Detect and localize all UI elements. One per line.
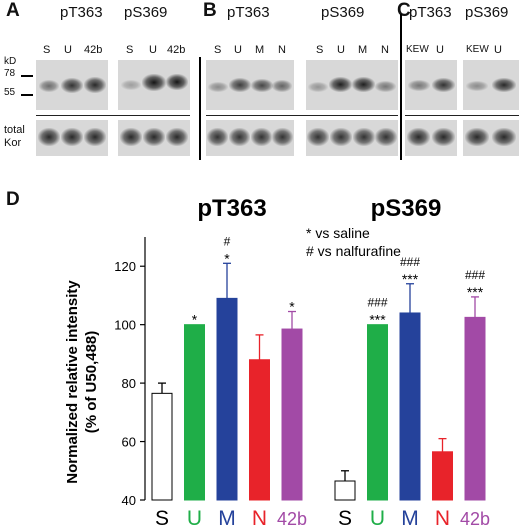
group-title-ps369: pS369 — [371, 195, 442, 222]
blot-title-b-ps369: pS369 — [321, 4, 365, 21]
panel-letter-d: D — [6, 189, 20, 210]
blot-image-a-ps369 — [118, 60, 190, 110]
panel-letter-a: A — [6, 0, 20, 21]
blot-image-b-total-kor-2 — [306, 120, 398, 156]
lane-label: U — [64, 44, 72, 56]
blot-title-b-pt363: pT363 — [227, 4, 270, 21]
significance-marker: *** — [369, 312, 386, 328]
loading-label-line2: Kor — [4, 137, 22, 149]
significance-marker: ### — [367, 296, 387, 310]
significance-marker: ### — [465, 268, 485, 282]
marker-78-tick — [21, 75, 33, 77]
significance-marker: *** — [467, 284, 484, 300]
blot-image-a-pt363 — [36, 60, 108, 110]
x-category-label: U — [370, 507, 385, 530]
loading-label-line1: total — [4, 124, 25, 136]
y-tick-label: 120 — [114, 259, 136, 274]
legend-nalfurafine: # vs nalfurafine — [306, 243, 401, 259]
y-tick-label: 40 — [122, 493, 136, 508]
marker-78: 78 — [4, 68, 16, 79]
significance-marker: # — [224, 234, 231, 248]
x-category-label: U — [187, 507, 202, 530]
significance-marker: *** — [402, 271, 419, 287]
x-category-label: 42b — [460, 509, 490, 529]
bar-pt363-s — [151, 392, 173, 501]
x-category-label: S — [155, 507, 169, 530]
y-tick-label: 80 — [122, 376, 136, 391]
blot-image-a-total-kor-2 — [118, 120, 190, 156]
marker-55: 55 — [4, 87, 16, 98]
lane-label: M — [358, 44, 368, 56]
bar-pt363-42b — [281, 328, 303, 501]
panel-divider-ab — [199, 57, 201, 160]
x-category-label: N — [252, 507, 267, 530]
significance-marker: ### — [400, 255, 420, 269]
bar-ps369-s — [334, 480, 356, 501]
lane-label: KEW — [406, 44, 429, 55]
blot-title-a-pt363: pT363 — [60, 4, 103, 21]
blot-image-a-total-kor-1 — [36, 120, 108, 156]
lane-label: S — [43, 44, 51, 56]
lane-label: U — [494, 44, 502, 56]
bar-pt363-u — [184, 324, 205, 501]
lane-label: N — [278, 44, 286, 56]
bar-ps369-m — [399, 312, 421, 501]
y-axis-title-line2: (% of U50,488) — [83, 331, 100, 434]
y-axis-title-line1: Normalized relative intensity — [64, 280, 81, 484]
significance-marker: * — [224, 250, 230, 266]
lane-label: KEW — [466, 44, 489, 55]
x-category-label: S — [338, 507, 352, 530]
group-title-pt363: pT363 — [197, 195, 266, 222]
x-category-label: M — [401, 507, 419, 530]
kd-unit-label: kD — [4, 56, 17, 67]
lane-label: S — [214, 44, 222, 56]
y-tick-label: 60 — [122, 435, 136, 450]
lane-label: U — [149, 44, 157, 56]
blot-separator-a — [36, 115, 190, 116]
blot-separator-c — [405, 115, 519, 116]
panel-divider-bc — [400, 14, 402, 160]
lane-label: M — [255, 44, 265, 56]
lane-label: U — [337, 44, 345, 56]
bar-ps369-u — [367, 324, 388, 501]
significance-marker: * — [289, 299, 295, 315]
blot-title-a-ps369: pS369 — [124, 4, 168, 21]
blot-image-c-pt363 — [405, 60, 457, 110]
bar-ps369-42b — [464, 316, 486, 501]
significance-marker: * — [192, 312, 198, 328]
x-category-label: M — [218, 507, 236, 530]
lane-label: S — [126, 44, 134, 56]
blot-image-b-ps369 — [306, 60, 398, 110]
blot-title-c-pt363: pT363 — [409, 4, 452, 21]
lane-label: 42b — [84, 44, 103, 56]
x-category-label: N — [435, 507, 450, 530]
lane-label: U — [234, 44, 242, 56]
legend-saline: * vs saline — [306, 225, 370, 241]
bar-ps369-n — [432, 451, 453, 501]
blot-image-c-ps369 — [463, 60, 519, 110]
lane-label: U — [436, 44, 444, 56]
panel-letter-b: B — [203, 0, 217, 21]
blot-title-c-ps369: pS369 — [465, 4, 509, 21]
marker-55-tick — [21, 94, 33, 96]
blot-image-c-total-kor-1 — [405, 120, 457, 156]
lane-label: N — [381, 44, 389, 56]
bar-pt363-n — [249, 359, 270, 501]
blot-image-b-total-kor-1 — [206, 120, 294, 156]
lane-label: 42b — [167, 44, 186, 56]
blot-image-b-pt363 — [206, 60, 294, 110]
blot-image-c-total-kor-2 — [463, 120, 519, 156]
bar-pt363-m — [216, 297, 238, 501]
blot-separator-b — [206, 115, 398, 116]
y-tick-label: 100 — [114, 318, 136, 333]
lane-label: S — [316, 44, 324, 56]
x-category-label: 42b — [277, 509, 307, 529]
